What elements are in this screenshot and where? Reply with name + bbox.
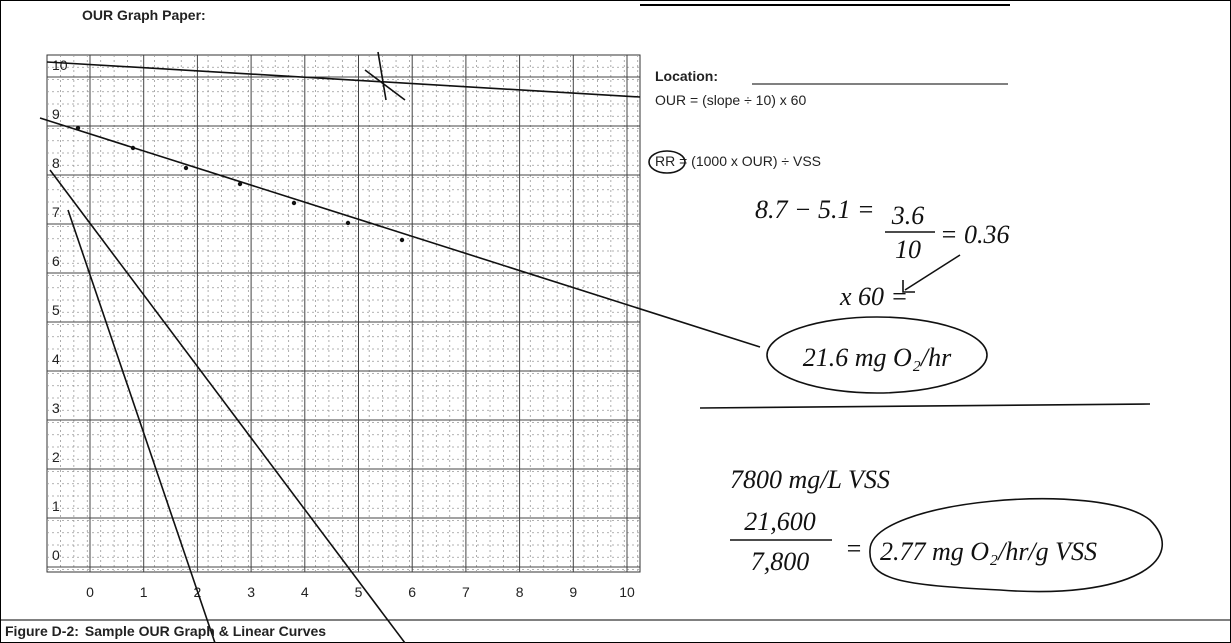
caption-label: Figure D-2: [5, 623, 79, 639]
x-label: 7 [462, 584, 470, 600]
y-label: 3 [52, 400, 60, 416]
hand-rr-result: 2.77 mg O₂/hr/g VSS [880, 537, 1097, 566]
x-label: 9 [569, 584, 577, 600]
x-label: 3 [247, 584, 255, 600]
y-label: 6 [52, 253, 60, 269]
y-label: 7 [52, 204, 60, 220]
location-label: Location: [655, 68, 718, 84]
hand-our-result: 21.6 mg O₂/hr [803, 343, 952, 372]
hand-rr-denominator: 7,800 [751, 547, 810, 576]
title: OUR Graph Paper: [82, 7, 206, 23]
caption: Figure D-2: Sample OUR Graph & Linear Cur… [5, 623, 326, 639]
y-label: 0 [52, 547, 60, 563]
hand-result: = 0.36 [940, 220, 1010, 249]
x-label: 10 [619, 584, 635, 600]
grid-border [47, 55, 640, 572]
y-label: 9 [52, 106, 60, 122]
hand-rule [700, 404, 1150, 408]
y-label: 8 [52, 155, 60, 171]
caption-text: Sample OUR Graph & Linear Curves [85, 623, 326, 639]
page: OUR Graph Paper: 01234567891010987654321… [0, 0, 1231, 643]
x-label: 6 [408, 584, 416, 600]
tick-cross [378, 52, 386, 100]
hand-multiply: x 60 = [839, 282, 908, 311]
y-label: 1 [52, 498, 60, 514]
y-label: 4 [52, 351, 60, 367]
hand-numerator: 3.6 [891, 201, 925, 230]
x-label: 5 [355, 584, 363, 600]
hand-subtraction: 8.7 − 5.1 = [755, 195, 875, 224]
rr-formula: RR = (1000 x OUR) ÷ VSS [655, 153, 821, 169]
plotted-point [292, 201, 296, 205]
our-formula: OUR = (slope ÷ 10) x 60 [655, 92, 806, 108]
plotted-point [400, 238, 404, 242]
x-label: 1 [140, 584, 148, 600]
y-label: 10 [52, 57, 68, 73]
hand-denominator: 10 [895, 235, 921, 264]
x-label: 4 [301, 584, 309, 600]
hand-equals: = [845, 534, 863, 563]
x-label: 0 [86, 584, 94, 600]
hand-rr-numerator: 21,600 [744, 507, 816, 536]
y-label: 2 [52, 449, 60, 465]
plotted-point [184, 166, 188, 170]
plotted-point [346, 221, 350, 225]
hand-vss: 7800 mg/L VSS [730, 465, 890, 494]
y-label: 5 [52, 302, 60, 318]
x-label: 8 [516, 584, 524, 600]
